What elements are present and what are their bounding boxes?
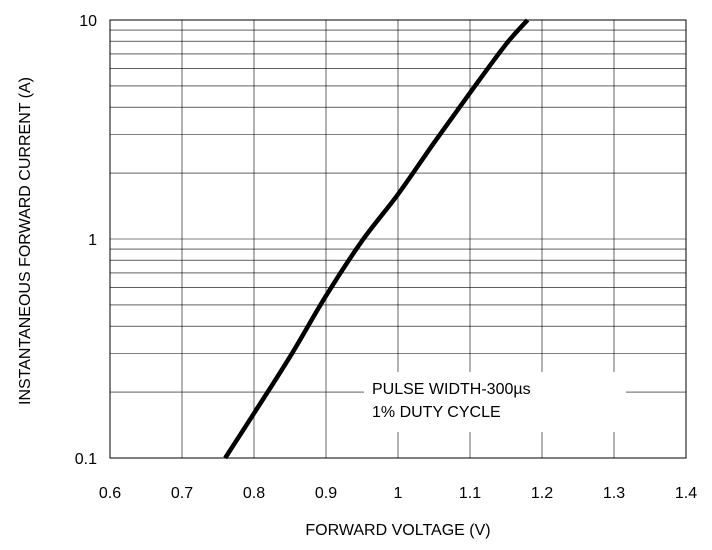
annotation-line-1: PULSE WIDTH-300µs <box>372 381 531 398</box>
x-tick-labels: 0.6 0.7 0.8 0.9 1 1.1 1.2 1.3 1.4 <box>99 485 697 502</box>
x-tick-label: 1 <box>394 485 403 502</box>
x-tick-label: 1.3 <box>603 485 625 502</box>
x-axis-label: FORWARD VOLTAGE (V) <box>305 522 490 539</box>
annotation-line-2: 1% DUTY CYCLE <box>372 404 501 421</box>
annotation-box: PULSE WIDTH-300µs 1% DUTY CYCLE <box>364 372 626 432</box>
y-tick-label: 0.1 <box>75 451 97 468</box>
y-tick-label: 1 <box>88 232 97 249</box>
x-tick-label: 0.7 <box>171 485 193 502</box>
x-tick-label: 0.8 <box>243 485 265 502</box>
x-tick-label: 1.4 <box>675 485 697 502</box>
annotation-background <box>364 372 626 432</box>
y-axis-label: INSTANTANEOUS FORWARD CURRENT (A) <box>17 77 34 405</box>
y-tick-labels: 0.1 1 10 <box>75 13 97 468</box>
grid-lines <box>110 20 686 458</box>
x-tick-label: 0.9 <box>315 485 337 502</box>
y-tick-label: 10 <box>79 13 97 30</box>
x-tick-label: 1.2 <box>531 485 553 502</box>
series-layer <box>223 18 530 460</box>
plot-frame <box>109 19 687 459</box>
series-line <box>223 18 530 460</box>
x-tick-label: 0.6 <box>99 485 121 502</box>
x-tick-label: 1.1 <box>459 485 481 502</box>
